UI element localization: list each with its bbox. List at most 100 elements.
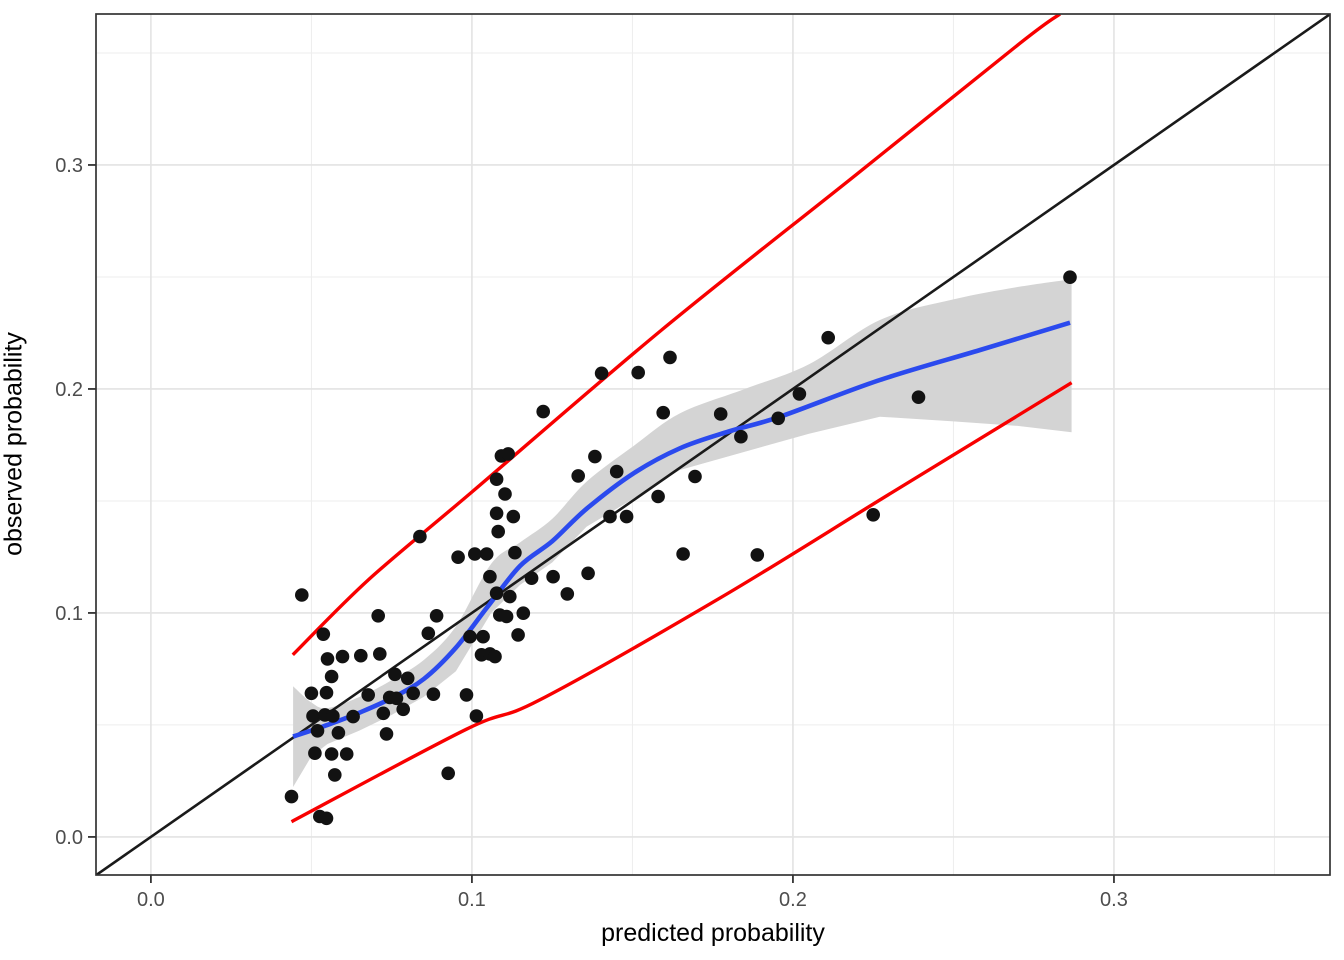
data-point	[491, 524, 506, 539]
data-point	[506, 509, 521, 524]
data-point	[304, 686, 319, 701]
data-point	[361, 688, 376, 702]
data-point	[792, 387, 807, 401]
data-point	[713, 407, 728, 421]
data-point	[354, 648, 368, 663]
data-point	[319, 685, 334, 700]
data-point	[734, 429, 748, 444]
data-point	[588, 449, 602, 464]
data-point	[326, 709, 340, 723]
data-point	[324, 669, 339, 684]
data-point	[468, 547, 482, 561]
x-tick-label: 0.1	[458, 889, 486, 911]
data-point	[821, 330, 835, 345]
data-point	[310, 724, 325, 738]
x-axis-title: predicted probability	[601, 919, 825, 947]
data-point	[396, 702, 411, 717]
data-point	[319, 811, 334, 826]
x-tick-label: 0.2	[779, 889, 807, 911]
data-point	[295, 588, 309, 602]
data-point	[511, 628, 525, 642]
data-point	[488, 649, 502, 664]
data-point	[426, 687, 441, 701]
data-point	[489, 472, 504, 487]
data-point	[379, 727, 394, 741]
data-point	[571, 469, 585, 483]
data-point	[479, 547, 494, 561]
lower-limit-line	[290, 381, 1073, 824]
observations	[284, 270, 1077, 826]
data-point	[324, 747, 339, 761]
y-tick-label: 0.1	[55, 603, 83, 625]
data-point	[284, 789, 299, 804]
data-point	[489, 586, 504, 600]
data-point	[750, 548, 765, 562]
y-tick-label: 0.3	[55, 155, 83, 177]
data-point	[676, 547, 690, 561]
data-point	[376, 706, 391, 721]
data-point	[516, 606, 531, 620]
data-point	[451, 550, 465, 564]
data-point	[328, 768, 342, 782]
data-point	[501, 447, 515, 461]
data-point	[421, 626, 436, 641]
data-point	[308, 746, 322, 760]
data-point	[483, 569, 497, 584]
data-point	[546, 569, 560, 584]
loess-confidence-band	[293, 279, 1072, 787]
data-point	[373, 647, 387, 661]
data-point	[536, 404, 550, 419]
data-point	[866, 508, 880, 522]
data-point	[406, 686, 421, 701]
data-point	[498, 487, 512, 501]
data-point	[489, 506, 504, 521]
data-point	[459, 688, 474, 702]
data-point	[346, 709, 360, 724]
y-tick-label: 0.2	[55, 379, 83, 401]
data-point	[400, 671, 415, 686]
data-point	[306, 709, 320, 723]
data-point	[688, 469, 702, 484]
data-point	[771, 411, 785, 426]
data-point	[508, 545, 522, 560]
upper-limit-line	[291, 14, 1062, 657]
data-point	[316, 627, 331, 641]
data-point	[581, 566, 595, 581]
data-point	[413, 529, 427, 544]
data-point	[331, 726, 346, 740]
data-point	[651, 489, 665, 504]
axes: 0.0 0.1 0.2 0.3 0.0 0.1 0.2 0.3	[55, 155, 1128, 911]
data-point	[631, 365, 645, 380]
data-point	[603, 509, 617, 524]
data-point	[911, 390, 926, 405]
data-point	[429, 609, 444, 623]
data-point	[339, 747, 354, 761]
data-point	[389, 691, 404, 706]
data-point	[388, 667, 402, 682]
data-point	[503, 589, 517, 604]
data-point	[463, 629, 477, 644]
data-point	[499, 609, 514, 624]
data-point	[335, 649, 350, 664]
x-tick-label: 0.0	[137, 889, 165, 911]
data-point	[594, 366, 609, 381]
data-point	[619, 509, 634, 524]
data-point	[469, 709, 484, 723]
data-point	[320, 652, 335, 666]
data-point	[476, 629, 490, 644]
data-point	[609, 464, 624, 479]
x-tick-label: 0.3	[1100, 889, 1128, 911]
data-point	[560, 587, 575, 601]
y-tick-label: 0.0	[55, 827, 83, 849]
data-point	[656, 405, 670, 420]
data-point	[524, 571, 539, 585]
data-point	[441, 766, 456, 781]
panel-border	[95, 13, 1331, 876]
y-axis-title: observed probability	[0, 332, 28, 556]
data-layers	[96, 14, 1330, 875]
data-point	[1063, 270, 1077, 285]
data-point	[663, 350, 677, 365]
data-point	[371, 609, 386, 623]
